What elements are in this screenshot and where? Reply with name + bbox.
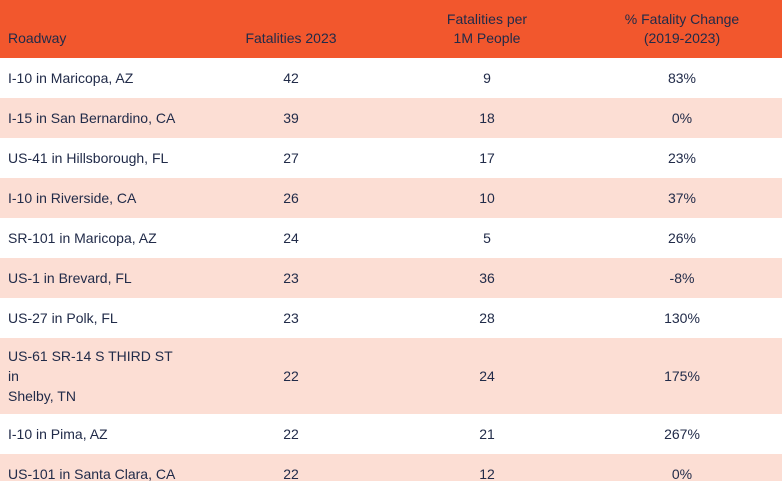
value-cell: 0% bbox=[671, 466, 693, 481]
roadway-cell: US-61 SR-14 S THIRD ST in Shelby, TN bbox=[8, 348, 173, 404]
roadway-cell: I-10 in Maricopa, AZ bbox=[8, 70, 134, 86]
value-cell: 24 bbox=[479, 368, 495, 384]
value-cell: 24 bbox=[283, 230, 299, 246]
value-cell: 28 bbox=[479, 310, 495, 326]
column-header-fatalities-per-1m: Fatalities per 1M People bbox=[446, 11, 528, 46]
value-cell: 5 bbox=[483, 230, 491, 246]
value-cell: 27 bbox=[283, 150, 299, 166]
value-cell: 37% bbox=[667, 190, 697, 206]
value-cell: 130% bbox=[664, 310, 700, 326]
table-row: US-41 in Hillsborough, FL 27 17 23% bbox=[0, 138, 782, 178]
roadway-cell: US-27 in Polk, FL bbox=[8, 310, 118, 326]
roadway-cell: US-41 in Hillsborough, FL bbox=[8, 150, 169, 166]
roadway-cell: US-1 in Brevard, FL bbox=[8, 270, 132, 286]
value-cell: 22 bbox=[283, 466, 299, 481]
column-header-fatality-change: % Fatality Change (2019-2023) bbox=[624, 11, 740, 46]
value-cell: 39 bbox=[283, 110, 299, 126]
value-cell: 0% bbox=[671, 110, 693, 126]
table-row: US-27 in Polk, FL 23 28 130% bbox=[0, 298, 782, 338]
value-cell: 267% bbox=[664, 426, 700, 442]
column-header-fatalities-2023: Fatalities 2023 bbox=[245, 30, 337, 46]
column-header-roadway: Roadway bbox=[8, 30, 67, 46]
value-cell: 26 bbox=[283, 190, 299, 206]
value-cell: 23% bbox=[667, 150, 697, 166]
roadway-cell: SR-101 in Maricopa, AZ bbox=[8, 230, 157, 246]
table-header-row: Roadway Fatalities 2023 Fatalities per 1… bbox=[0, 0, 782, 58]
value-cell: 22 bbox=[283, 368, 299, 384]
table-row: US-61 SR-14 S THIRD ST in Shelby, TN 22 24… bbox=[0, 338, 782, 414]
roadway-cell: I-10 in Riverside, CA bbox=[8, 190, 137, 206]
value-cell: 175% bbox=[664, 368, 700, 384]
table-row: I-10 in Maricopa, AZ 42 9 83% bbox=[0, 58, 782, 98]
value-cell: 23 bbox=[283, 270, 299, 286]
table-row: SR-101 in Maricopa, AZ 24 5 26% bbox=[0, 218, 782, 258]
value-cell: 26% bbox=[667, 230, 697, 246]
table-row: I-15 in San Bernardino, CA 39 18 0% bbox=[0, 98, 782, 138]
value-cell: 36 bbox=[479, 270, 495, 286]
roadway-cell: I-15 in San Bernardino, CA bbox=[8, 110, 176, 126]
value-cell: 12 bbox=[479, 466, 495, 481]
value-cell: 23 bbox=[283, 310, 299, 326]
value-cell: 10 bbox=[479, 190, 495, 206]
table-row: I-10 in Pima, AZ 22 21 267% bbox=[0, 414, 782, 454]
value-cell: 42 bbox=[283, 70, 299, 86]
roadway-cell: US-101 in Santa Clara, CA bbox=[8, 466, 176, 481]
value-cell: 9 bbox=[483, 70, 491, 86]
table-row: I-10 in Riverside, CA 26 10 37% bbox=[0, 178, 782, 218]
roadway-cell: I-10 in Pima, AZ bbox=[8, 426, 108, 442]
table-row: US-1 in Brevard, FL 23 36 -8% bbox=[0, 258, 782, 298]
value-cell: 22 bbox=[283, 426, 299, 442]
value-cell: 18 bbox=[479, 110, 495, 126]
value-cell: -8% bbox=[669, 270, 695, 286]
value-cell: 17 bbox=[479, 150, 495, 166]
value-cell: 21 bbox=[479, 426, 495, 442]
value-cell: 83% bbox=[667, 70, 697, 86]
table-row: US-101 in Santa Clara, CA 22 12 0% bbox=[0, 454, 782, 481]
